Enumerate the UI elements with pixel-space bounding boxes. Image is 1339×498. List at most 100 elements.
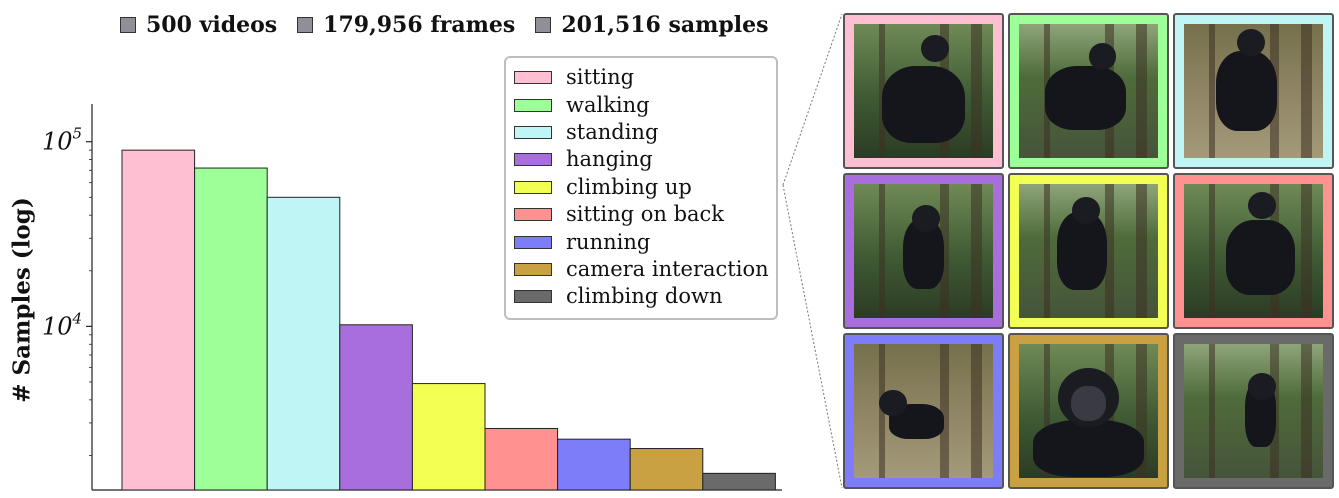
- legend-swatch: [514, 235, 552, 249]
- legend-swatch: [514, 208, 552, 222]
- legend-label: standing: [566, 119, 659, 144]
- y-tick-label: 104: [42, 309, 82, 340]
- legend-item: climbing up: [514, 174, 768, 201]
- stat-frames-label: 179,956 frames: [323, 12, 516, 38]
- tree-trunk: [1105, 184, 1114, 318]
- stat-samples-label: 201,516 samples: [561, 12, 769, 38]
- bar-hanging: [339, 324, 413, 491]
- tree-trunk: [1300, 24, 1312, 158]
- bar-climbing-down: [702, 472, 776, 491]
- chimp-photo-icon: [1184, 24, 1323, 158]
- bar-sitting: [121, 149, 196, 491]
- sample-tile-walking: [1008, 13, 1169, 169]
- stats-header: 500 videos 179,956 frames 201,516 sample…: [120, 8, 769, 42]
- legend-item: running: [514, 228, 768, 255]
- chimp-body: [1056, 212, 1107, 290]
- zoom-connector-top: [782, 13, 843, 186]
- bar-walking: [194, 167, 268, 491]
- chimp-photo-icon: [854, 24, 993, 158]
- chimp-head: [1057, 368, 1120, 428]
- sample-tile-standing: [1173, 13, 1334, 169]
- chimp-photo-icon: [1019, 184, 1158, 318]
- sample-tile-climbing-down: [1173, 333, 1334, 489]
- tree-trunk: [1044, 184, 1050, 318]
- stat-videos-label: 500 videos: [146, 12, 278, 38]
- stat-samples: 201,516 samples: [535, 12, 769, 38]
- sample-tile-camera-interaction: [1008, 333, 1169, 489]
- tree-trunk: [940, 344, 949, 478]
- tree-trunk: [1209, 184, 1215, 318]
- chimp-photo-icon: [854, 344, 993, 478]
- sample-tile-sitting: [843, 13, 1004, 169]
- tree-trunk: [1044, 344, 1050, 478]
- chimp-head: [912, 205, 941, 233]
- sample-image-grid: [843, 13, 1335, 489]
- legend-swatch: [514, 262, 552, 276]
- tree-trunk: [1300, 344, 1312, 478]
- chimp-body: [1032, 420, 1145, 477]
- stat-marker-icon: [120, 17, 136, 33]
- chimp-photo-icon: [1019, 344, 1158, 478]
- chimp-head: [920, 34, 949, 62]
- legend-label: running: [566, 229, 651, 254]
- bar-camera-interaction: [629, 448, 704, 491]
- legend: sitting walking standing hanging climbing up…: [504, 56, 778, 320]
- chimp-photo-icon: [1184, 184, 1323, 318]
- legend-swatch: [514, 98, 552, 112]
- legend-item: camera interaction: [514, 256, 769, 283]
- chimp-head: [1247, 192, 1276, 219]
- chimp-body: [1225, 220, 1296, 296]
- chimp-body: [1045, 65, 1127, 130]
- legend-swatch: [514, 153, 552, 167]
- tree-trunk: [970, 184, 982, 318]
- stat-marker-icon: [297, 17, 314, 33]
- tree-trunk: [970, 24, 982, 158]
- tree-trunk: [1209, 344, 1215, 478]
- tree-trunk: [940, 184, 949, 318]
- chimp-body: [1215, 50, 1278, 132]
- legend-item: climbing down: [514, 283, 768, 310]
- legend-label: sitting: [566, 65, 635, 90]
- legend-label: climbing up: [566, 174, 692, 199]
- legend-label: hanging: [566, 147, 653, 172]
- chimp-head: [1071, 197, 1100, 225]
- tree-trunk: [1135, 24, 1147, 158]
- stat-videos: 500 videos: [120, 12, 277, 38]
- legend-item: sitting on back: [514, 201, 768, 228]
- chimp-head: [1088, 42, 1117, 70]
- legend-swatch: [514, 180, 552, 194]
- chimp-photo-icon: [854, 184, 993, 318]
- bar-sitting-on-back: [484, 427, 559, 491]
- legend-label: camera interaction: [566, 256, 769, 281]
- legend-item: hanging: [514, 146, 768, 173]
- tree-trunk: [879, 24, 885, 158]
- chimp-photo-icon: [1019, 24, 1158, 158]
- chimp-head: [1247, 373, 1276, 401]
- y-axis-label: # Samples (log): [8, 197, 36, 403]
- tree-trunk: [1135, 344, 1147, 478]
- sample-tile-sitting-on-back: [1173, 173, 1334, 329]
- legend-label: climbing down: [566, 284, 723, 309]
- sample-tile-climbing-up: [1008, 173, 1169, 329]
- legend-swatch: [514, 125, 552, 139]
- bar-standing: [266, 196, 341, 491]
- stat-frames: 179,956 frames: [297, 12, 515, 38]
- chimp-photo-icon: [1184, 344, 1323, 478]
- legend-swatch: [514, 71, 552, 85]
- tree-trunk: [1300, 184, 1312, 318]
- tree-trunk: [1135, 184, 1147, 318]
- bar-climbing-up: [411, 383, 486, 491]
- legend-label: walking: [566, 92, 650, 117]
- sample-tile-running: [843, 333, 1004, 489]
- tree-trunk: [879, 184, 885, 318]
- chimp-head: [879, 389, 907, 417]
- legend-item: standing: [514, 119, 768, 146]
- legend-item: walking: [514, 91, 768, 118]
- chimp-face: [1071, 385, 1106, 422]
- y-tick-label: 105: [42, 125, 82, 156]
- sample-tile-hanging: [843, 173, 1004, 329]
- legend-item: sitting: [514, 64, 768, 91]
- zoom-connector-bottom: [782, 184, 843, 489]
- legend-swatch: [514, 290, 552, 304]
